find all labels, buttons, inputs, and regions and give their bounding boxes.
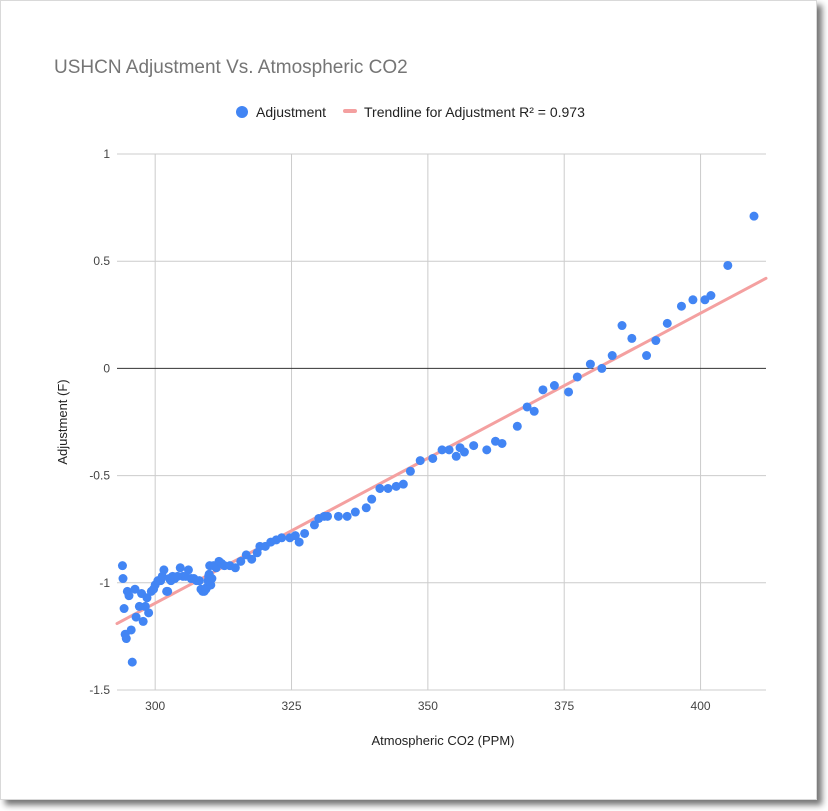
legend-label-trendline: Trendline for Adjustment R² = 0.973: [364, 104, 585, 120]
data-point: [127, 657, 137, 667]
data-point: [522, 402, 532, 412]
data-point: [512, 421, 522, 431]
data-point: [361, 503, 371, 513]
y-tick-label: 0: [103, 361, 110, 375]
y-tick-label: 0.5: [93, 254, 110, 268]
data-point: [642, 351, 652, 361]
data-point: [130, 584, 140, 594]
data-point: [662, 318, 672, 328]
tick-labels: 1 0.5 0 -0.5 -1 -1.5 300 325 350 375 400: [89, 147, 711, 713]
data-point: [405, 466, 415, 476]
y-tick-label: -0.5: [89, 469, 110, 483]
data-point: [175, 563, 185, 573]
data-point: [342, 511, 352, 521]
data-point: [383, 483, 393, 493]
data-point: [723, 260, 733, 270]
y-tick-label: -1.5: [89, 683, 110, 697]
data-point: [163, 586, 173, 596]
data-point: [118, 574, 128, 584]
data-point: [627, 333, 637, 343]
data-point: [124, 591, 134, 601]
x-tick-label: 325: [282, 699, 302, 713]
data-point: [585, 359, 595, 369]
data-point: [572, 372, 582, 382]
data-point: [428, 453, 438, 463]
scatter-chart: USHCN Adjustment Vs. Atmospheric CO2 Adj…: [54, 57, 768, 748]
data-point: [706, 291, 716, 301]
legend-label-adjustment: Adjustment: [256, 104, 326, 120]
data-points: [117, 211, 759, 667]
data-point: [651, 336, 661, 346]
data-point: [207, 574, 217, 584]
data-point: [119, 604, 129, 614]
data-point: [126, 625, 136, 635]
data-point: [469, 441, 479, 451]
data-point: [549, 381, 559, 391]
x-tick-label: 375: [554, 699, 574, 713]
y-axis-label: Adjustment (F): [55, 379, 70, 464]
data-point: [437, 445, 447, 455]
data-point: [236, 556, 246, 566]
data-point: [159, 565, 169, 575]
data-point: [607, 351, 617, 361]
gridlines: [117, 153, 766, 691]
legend: Adjustment Trendline for Adjustment R² =…: [236, 104, 585, 120]
data-point: [688, 295, 698, 305]
data-point: [323, 511, 333, 521]
legend-marker-adjustment: [236, 106, 248, 118]
data-point: [230, 563, 240, 573]
data-point: [444, 445, 454, 455]
data-point: [676, 301, 686, 311]
data-point: [194, 576, 204, 586]
data-point: [277, 533, 287, 543]
data-point: [617, 321, 627, 331]
data-point: [459, 447, 469, 457]
data-point: [183, 565, 193, 575]
data-point: [749, 211, 759, 221]
data-point: [309, 520, 319, 530]
data-point: [529, 406, 539, 416]
data-point: [451, 451, 461, 461]
data-point: [121, 634, 131, 644]
data-point: [398, 479, 408, 489]
data-point: [497, 438, 507, 448]
data-point: [300, 528, 310, 538]
chart-frame: USHCN Adjustment Vs. Atmospheric CO2 Adj…: [0, 0, 817, 800]
x-axis-label: Atmospheric CO2 (PPM): [371, 733, 514, 748]
x-tick-label: 400: [691, 699, 711, 713]
data-point: [138, 616, 148, 626]
data-point: [375, 483, 385, 493]
data-point: [131, 612, 141, 622]
data-point: [415, 456, 425, 466]
data-point: [247, 554, 257, 564]
data-point: [564, 387, 574, 397]
data-point: [117, 561, 127, 571]
data-point: [294, 537, 304, 547]
data-point: [333, 511, 343, 521]
data-point: [367, 494, 377, 504]
chart-title: USHCN Adjustment Vs. Atmospheric CO2: [54, 57, 408, 78]
y-tick-label: 1: [103, 147, 110, 161]
x-tick-label: 350: [418, 699, 438, 713]
y-tick-label: -1: [99, 576, 110, 590]
data-point: [391, 481, 401, 491]
x-tick-label: 300: [145, 699, 165, 713]
data-point: [142, 593, 152, 603]
data-point: [350, 507, 360, 517]
data-point: [144, 608, 154, 618]
data-point: [538, 385, 548, 395]
legend-marker-trendline: [343, 109, 357, 113]
data-point: [597, 363, 607, 373]
data-point: [482, 445, 492, 455]
